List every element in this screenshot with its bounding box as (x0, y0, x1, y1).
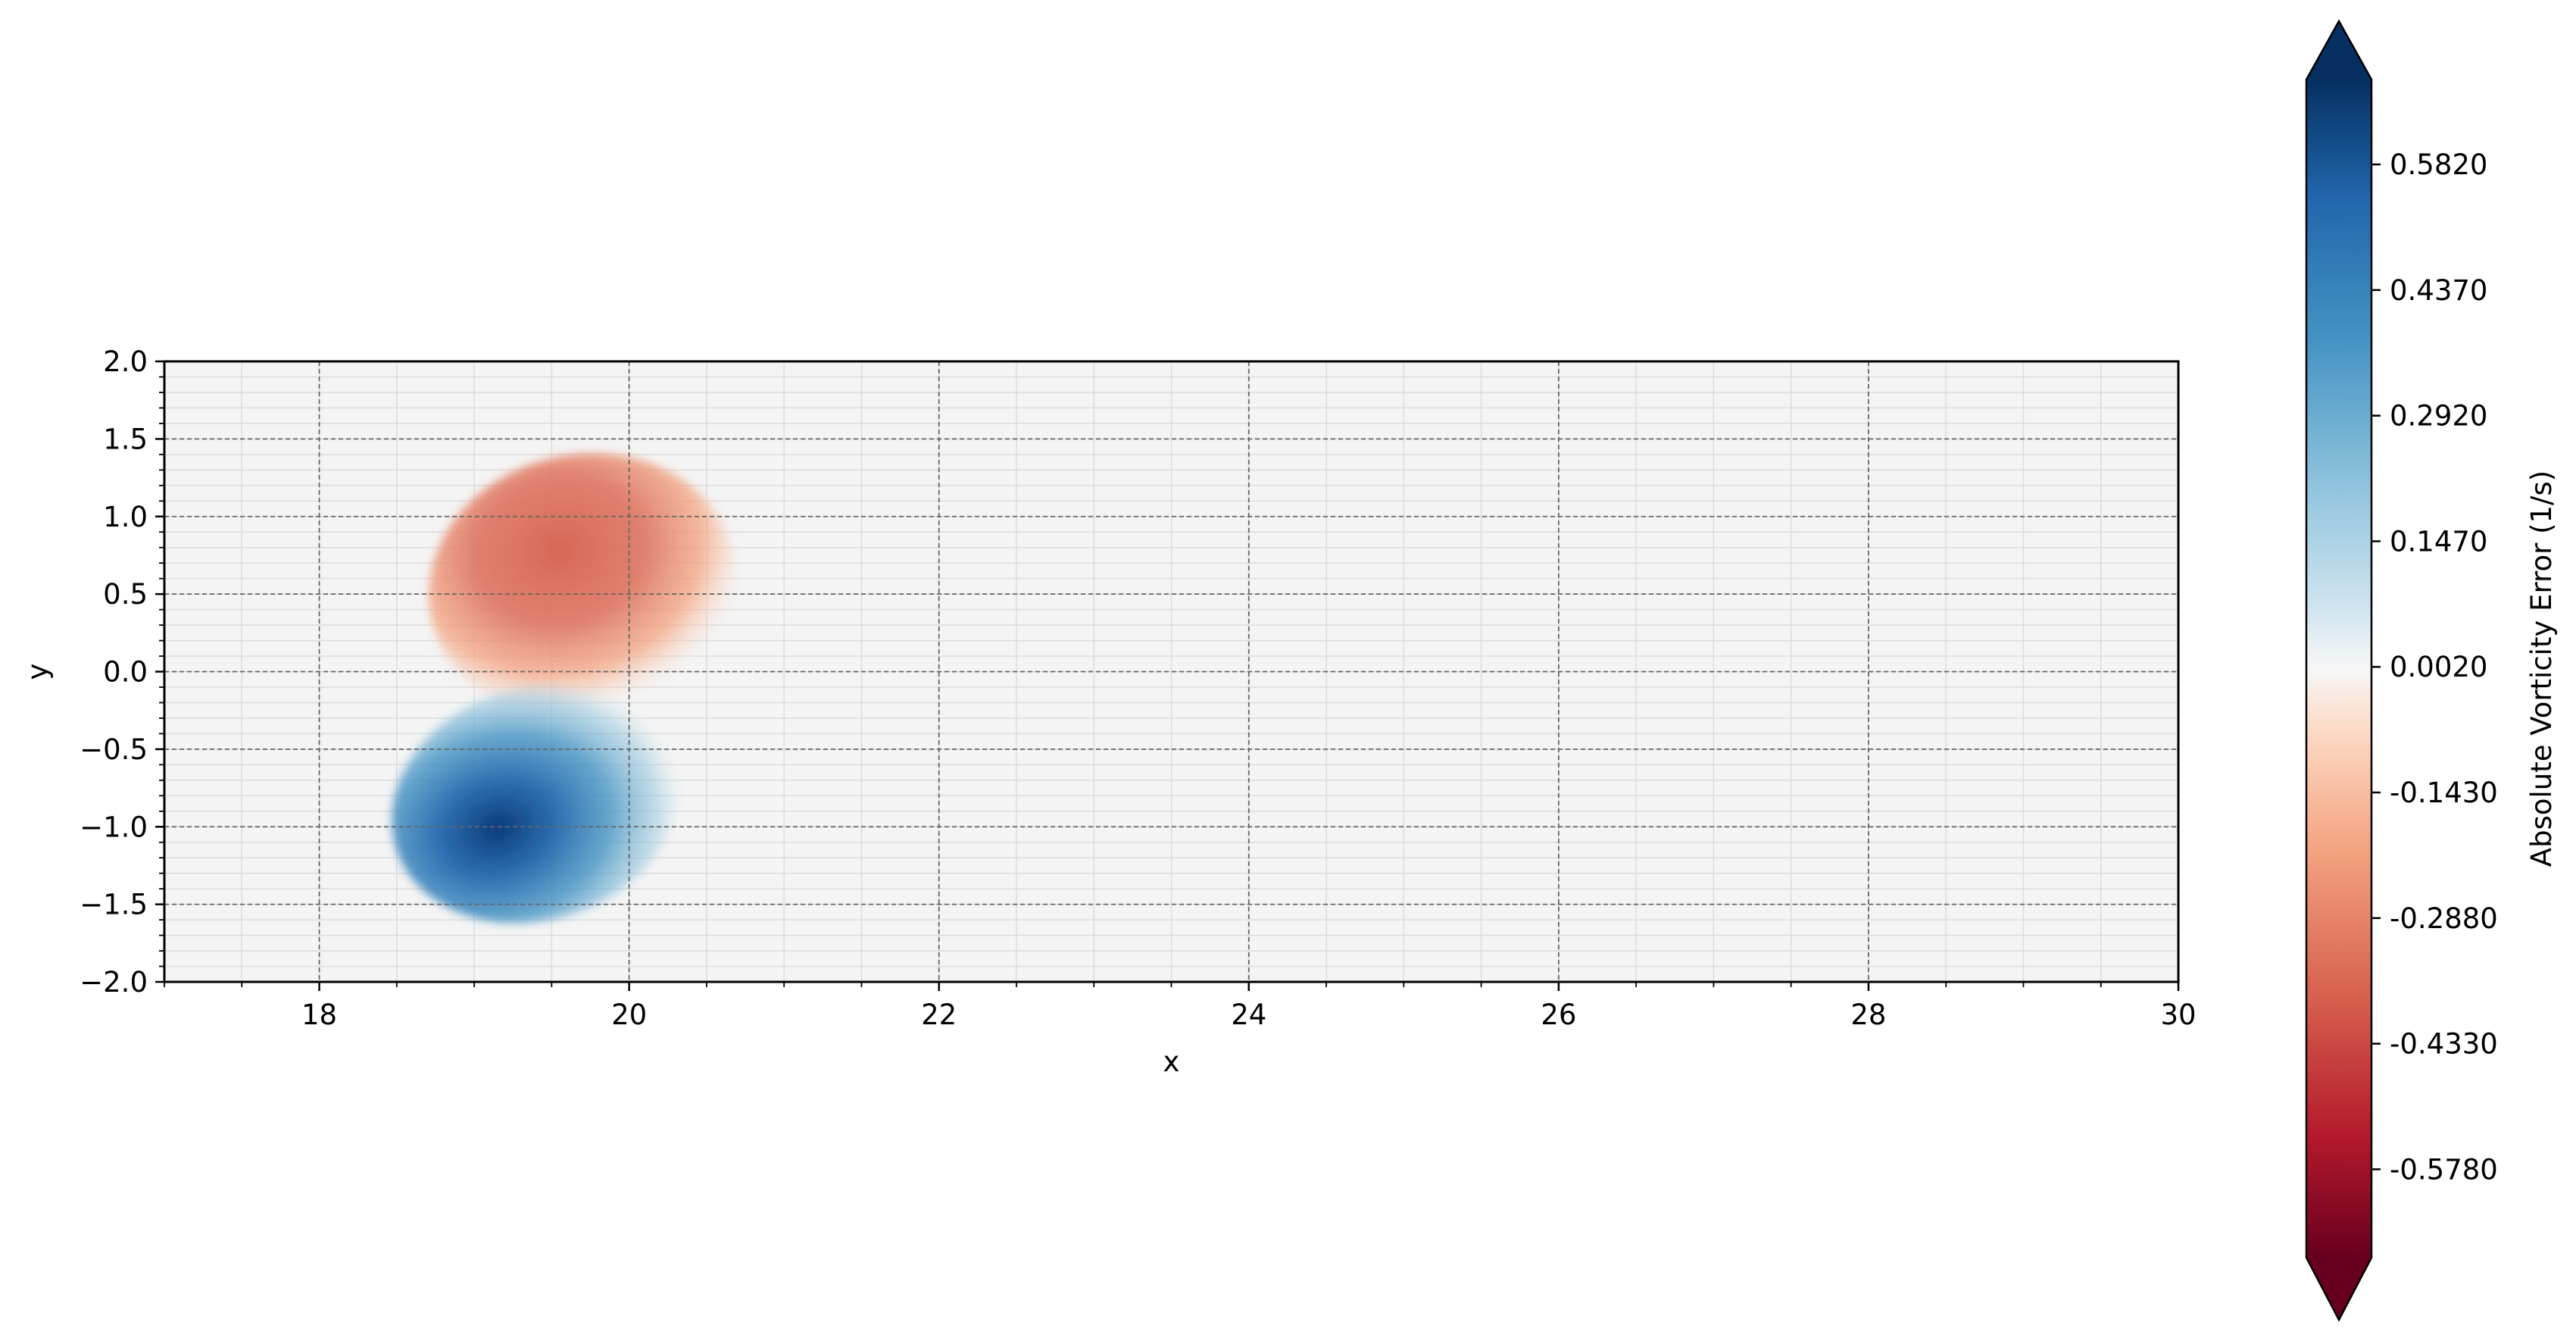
colorbar-tick-label: 0.1470 (2390, 525, 2487, 558)
colorbar-extend-bottom (2306, 1258, 2371, 1320)
y-tick-label: −0.5 (80, 733, 148, 766)
plot-area: 18 20 22 24 26 28 30 2.0 1.5 1.0 0.5 0.0 −0.5 −1.0 −1… (21, 345, 2197, 1078)
colorbar-outline (2305, 19, 2373, 1322)
x-tick-label: 26 (1541, 999, 1576, 1031)
colorbar-body (2306, 80, 2371, 1258)
colorbar-ticks: 0.5820 0.4370 0.2920 0.1470 0.0020 -0.1430 -0.… (2371, 148, 2498, 1186)
y-tick-label: 0.5 (103, 578, 148, 611)
colorbar-tick-label: -0.5780 (2390, 1153, 2498, 1186)
y-axis-ticks: 2.0 1.5 1.0 0.5 0.0 −0.5 −1.0 −1.5 −2.0 (80, 345, 164, 999)
colorbar-tick-label: -0.2880 (2390, 902, 2498, 935)
x-axis-ticks: 18 20 22 24 26 28 30 (164, 982, 2197, 1031)
colorbar-tick-label: 0.5820 (2390, 148, 2487, 181)
x-axis-label: x (1163, 1046, 1180, 1078)
y-tick-label: 1.0 (103, 501, 148, 533)
colorbar-extend-top (2306, 21, 2371, 80)
y-tick-label: −1.5 (80, 889, 148, 921)
x-tick-label: 28 (1850, 999, 1886, 1031)
negative-vorticity-lobe (428, 453, 737, 720)
x-tick-label: 30 (2160, 999, 2196, 1031)
x-tick-label: 18 (301, 999, 337, 1031)
colorbar-tick-label: -0.1430 (2390, 777, 2498, 809)
colorbar: 0.5820 0.4370 0.2920 0.1470 0.0020 -0.1430 -0.… (2305, 19, 2558, 1322)
x-tick-label: 22 (921, 999, 957, 1031)
y-tick-label: 0.0 (103, 656, 148, 689)
colorbar-label: Absolute Vorticity Error (1/s) (2525, 470, 2558, 867)
vorticity-heatmap (392, 453, 737, 924)
x-tick-label: 24 (1231, 999, 1266, 1031)
positive-vorticity-lobe (392, 683, 681, 924)
y-tick-label: 2.0 (103, 345, 148, 378)
y-axis-label: y (21, 664, 54, 680)
colorbar-tick-label: 0.0020 (2390, 651, 2487, 683)
colorbar-tick-label: -0.4330 (2390, 1028, 2498, 1061)
y-tick-label: −2.0 (80, 966, 148, 999)
y-tick-label: 1.5 (103, 423, 148, 455)
y-tick-label: −1.0 (80, 811, 148, 843)
colorbar-tick-label: 0.2920 (2390, 400, 2487, 433)
colorbar-tick-label: 0.4370 (2390, 274, 2487, 307)
x-tick-label: 20 (611, 999, 647, 1031)
